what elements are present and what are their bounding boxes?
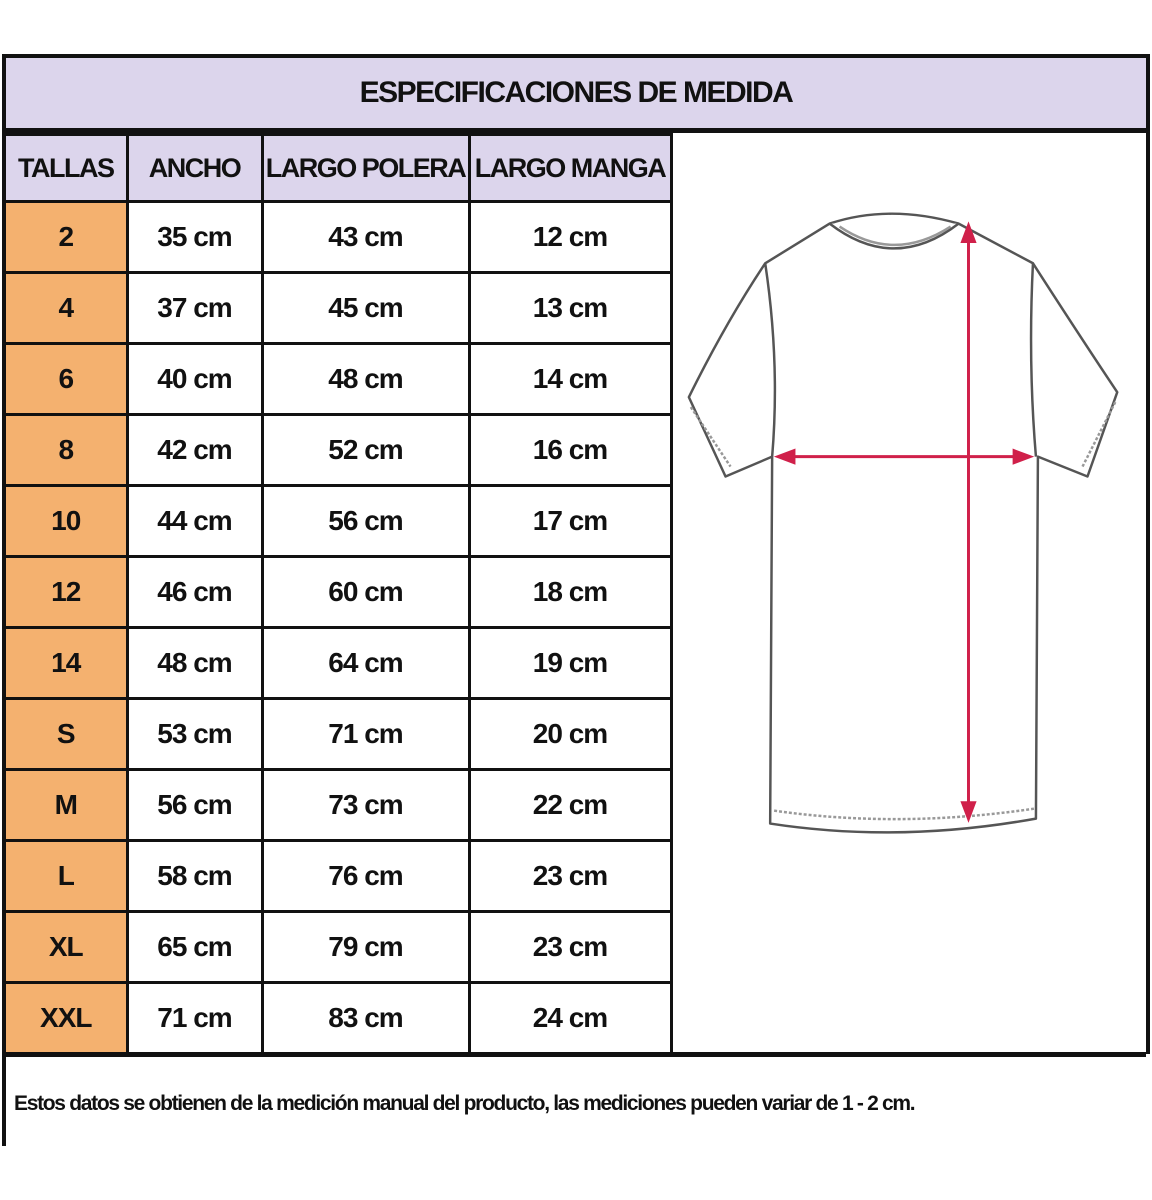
size-chart: ESPECIFICACIONES DE MEDIDA TALLAS ANCHO LA… xyxy=(2,54,1150,1057)
measure-cell: 83 cm xyxy=(260,981,471,1057)
column-header: ANCHO xyxy=(125,133,264,203)
measure-cell: 42 cm xyxy=(125,413,264,487)
table-row: 2 35 cm 43 cm 12 cm xyxy=(6,200,673,274)
measurement-note: Estos datos se obtienen de la medición m… xyxy=(2,1054,1146,1146)
table-row: 12 46 cm 60 cm 18 cm xyxy=(6,555,673,629)
column-header: LARGO POLERA xyxy=(260,133,471,203)
measure-cell: 64 cm xyxy=(260,626,471,700)
column-header: LARGO MANGA xyxy=(467,133,673,203)
measure-cell: 17 cm xyxy=(467,484,673,558)
measure-cell: 60 cm xyxy=(260,555,471,629)
measure-cell: 48 cm xyxy=(260,342,471,416)
measure-cell: 13 cm xyxy=(467,271,673,345)
table-row: 14 48 cm 64 cm 19 cm xyxy=(6,626,673,700)
table-row: 6 40 cm 48 cm 14 cm xyxy=(6,342,673,416)
measure-cell: 45 cm xyxy=(260,271,471,345)
measure-cell: 58 cm xyxy=(125,839,264,913)
measure-cell: 37 cm xyxy=(125,271,264,345)
table-row: 4 37 cm 45 cm 13 cm xyxy=(6,271,673,345)
measure-cell: 53 cm xyxy=(125,697,264,771)
column-header: TALLAS xyxy=(6,133,129,203)
measure-cell: 24 cm xyxy=(467,981,673,1057)
measure-cell: 73 cm xyxy=(260,768,471,842)
measure-cell: 19 cm xyxy=(467,626,673,700)
measure-cell: 20 cm xyxy=(467,697,673,771)
measure-cell: 56 cm xyxy=(260,484,471,558)
measure-cell: 40 cm xyxy=(125,342,264,416)
table-row: S 53 cm 71 cm 20 cm xyxy=(6,697,673,771)
measure-cell: 16 cm xyxy=(467,413,673,487)
measure-cell: 22 cm xyxy=(467,768,673,842)
measure-cell: 43 cm xyxy=(260,200,471,274)
measure-cell: 14 cm xyxy=(467,342,673,416)
measure-cell: 48 cm xyxy=(125,626,264,700)
measure-cell: 79 cm xyxy=(260,910,471,984)
table-row: XL 65 cm 79 cm 23 cm xyxy=(6,910,673,984)
size-cell: 10 xyxy=(6,484,129,558)
tshirt-illustration xyxy=(671,133,1146,1057)
tshirt-icon xyxy=(687,212,1119,834)
measure-cell: 23 cm xyxy=(467,839,673,913)
measure-cell: 71 cm xyxy=(260,697,471,771)
measure-cell: 76 cm xyxy=(260,839,471,913)
size-cell: XXL xyxy=(6,981,129,1057)
chart-title: ESPECIFICACIONES DE MEDIDA xyxy=(6,58,1146,133)
measure-cell: 23 cm xyxy=(467,910,673,984)
size-table: TALLAS ANCHO LARGO POLERA LARGO MANGA 2 35 c… xyxy=(6,133,673,1057)
size-cell: 4 xyxy=(6,271,129,345)
measure-cell: 44 cm xyxy=(125,484,264,558)
size-cell: L xyxy=(6,839,129,913)
table-row: 10 44 cm 56 cm 17 cm xyxy=(6,484,673,558)
measure-cell: 35 cm xyxy=(125,200,264,274)
measure-cell: 12 cm xyxy=(467,200,673,274)
measure-cell: 46 cm xyxy=(125,555,264,629)
size-cell: S xyxy=(6,697,129,771)
measure-cell: 65 cm xyxy=(125,910,264,984)
table-row: M 56 cm 73 cm 22 cm xyxy=(6,768,673,842)
size-cell: 8 xyxy=(6,413,129,487)
table-row: 8 42 cm 52 cm 16 cm xyxy=(6,413,673,487)
size-cell: 6 xyxy=(6,342,129,416)
measure-cell: 71 cm xyxy=(125,981,264,1057)
measure-cell: 18 cm xyxy=(467,555,673,629)
size-cell: M xyxy=(6,768,129,842)
table-row: XXL 71 cm 83 cm 24 cm xyxy=(6,981,673,1057)
measure-cell: 56 cm xyxy=(125,768,264,842)
table-row: L 58 cm 76 cm 23 cm xyxy=(6,839,673,913)
measure-cell: 52 cm xyxy=(260,413,471,487)
size-cell: XL xyxy=(6,910,129,984)
size-cell: 14 xyxy=(6,626,129,700)
size-cell: 2 xyxy=(6,200,129,274)
size-cell: 12 xyxy=(6,555,129,629)
